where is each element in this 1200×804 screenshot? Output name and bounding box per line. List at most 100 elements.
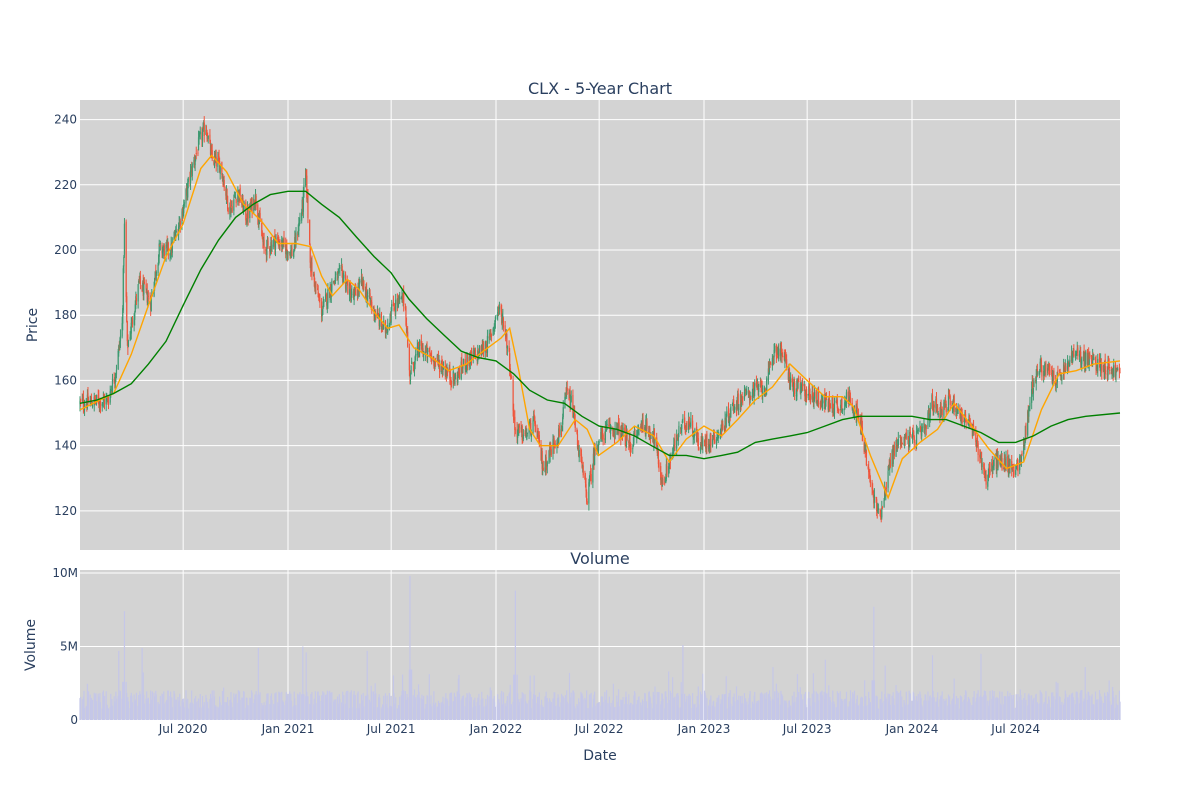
candle-up [1023, 441, 1025, 454]
volume-bar [961, 701, 963, 720]
candle-up [773, 349, 775, 358]
candle-up [654, 439, 656, 443]
volume-y-tick-label: 0 [70, 713, 78, 727]
candle-up [766, 378, 768, 392]
candle-down [988, 465, 991, 471]
candle-up [963, 420, 966, 424]
volume-bar [598, 702, 600, 720]
candle-down [646, 421, 648, 430]
volume-bar [362, 692, 364, 720]
candle-up [824, 403, 826, 409]
candle-up [195, 155, 197, 160]
candle-down [1025, 423, 1027, 435]
candle-up [917, 429, 919, 432]
volume-bar [1119, 701, 1121, 720]
volume-bar [219, 702, 221, 720]
candle-down [1040, 359, 1042, 368]
candle-down [698, 447, 700, 450]
candle-up [299, 219, 301, 221]
volume-bar [1097, 699, 1099, 720]
candle-up [285, 244, 287, 255]
candle-up [138, 280, 140, 283]
volume-bar [170, 691, 172, 720]
volume-bar [993, 691, 995, 720]
volume-y-axis-label: Volume [23, 619, 39, 671]
candle-down [553, 438, 555, 447]
volume-bar [542, 706, 544, 720]
candle-up [637, 429, 639, 431]
volume-bar [658, 692, 660, 720]
candle-down [656, 437, 658, 448]
candle-down [907, 437, 910, 448]
candle-up [342, 277, 344, 283]
candle-down [211, 150, 213, 159]
candle-up [374, 314, 376, 318]
volume-bar [997, 698, 999, 720]
volume-bar [742, 703, 744, 720]
candle-up [676, 434, 678, 449]
x-tick-label: Jan 2024 [885, 722, 939, 736]
volume-bar [630, 703, 632, 720]
candle-up [158, 243, 160, 257]
candle-down [621, 427, 623, 433]
candle-up [952, 405, 954, 410]
volume-bar [877, 708, 879, 720]
volume-bar [746, 701, 748, 720]
volume-bar [1012, 694, 1015, 720]
candle-down [207, 139, 209, 141]
candle-up [177, 226, 180, 235]
candle-down [1017, 462, 1019, 472]
volume-bar [139, 694, 142, 720]
candle-up [106, 397, 108, 399]
volume-bar [419, 697, 421, 720]
candle-down [550, 446, 552, 450]
candle-up [427, 348, 429, 357]
candle-down [500, 305, 502, 312]
candle-down [461, 359, 463, 370]
volume-bar [118, 650, 120, 720]
volume-bar [103, 695, 106, 720]
candle-down [510, 376, 512, 379]
candle-down [960, 407, 963, 411]
candle-down [1100, 358, 1102, 361]
volume-bar [305, 652, 307, 720]
candle-down [259, 213, 261, 222]
candle-down [871, 482, 873, 490]
candle-up [764, 388, 766, 390]
candle-down [355, 289, 357, 296]
candle-up [105, 397, 107, 405]
volume-bar [554, 705, 556, 720]
candle-down [776, 354, 778, 356]
candle-up [638, 428, 640, 431]
candle-down [1013, 470, 1015, 475]
candle-up [933, 404, 935, 414]
candle-down [533, 414, 535, 417]
candle-down [143, 281, 145, 284]
candle-up [290, 250, 292, 256]
volume-bar [123, 611, 126, 720]
volume-bar [1057, 682, 1059, 720]
candle-up [593, 446, 596, 465]
candle-down [363, 280, 365, 289]
candle-up [544, 467, 546, 473]
volume-bar [1037, 703, 1039, 720]
volume-bar [889, 704, 891, 720]
candle-down [755, 381, 758, 386]
volume-plot-area [80, 570, 1120, 720]
candle-up [960, 408, 962, 418]
candle-down [1036, 369, 1038, 375]
x-tick-label: Jul 2023 [782, 722, 832, 736]
candle-down [1053, 370, 1055, 380]
volume-bar [251, 692, 253, 720]
volume-bar [387, 707, 389, 720]
volume-bar [813, 702, 816, 720]
candle-down [1108, 364, 1110, 368]
volume-bar [135, 692, 138, 720]
volume-bar [237, 690, 240, 720]
candle-up [134, 304, 136, 312]
candle-down [163, 245, 165, 256]
candle-up [419, 340, 421, 353]
candle-up [298, 222, 300, 231]
volume-bar [989, 690, 991, 720]
volume-bar [354, 694, 356, 720]
